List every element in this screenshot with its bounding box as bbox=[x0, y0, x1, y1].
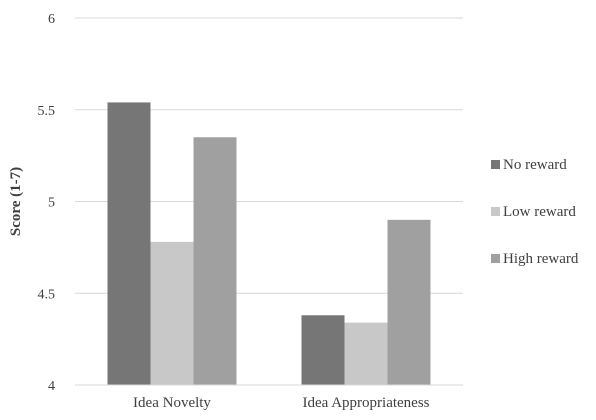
legend-swatch bbox=[491, 160, 500, 169]
legend: No reward Low reward High reward bbox=[491, 157, 579, 267]
bar-low-reward bbox=[344, 322, 388, 385]
y-tick-label: 5 bbox=[48, 196, 55, 211]
bar-low-reward bbox=[150, 241, 194, 385]
bar-no-reward bbox=[301, 315, 345, 385]
x-category-label: Idea Appropriateness bbox=[302, 395, 429, 411]
legend-label: Low reward bbox=[503, 204, 576, 220]
bar-high-reward bbox=[193, 137, 237, 385]
y-tick-label: 6 bbox=[48, 12, 55, 27]
legend-label: No reward bbox=[503, 157, 567, 173]
y-tick-label: 4.5 bbox=[38, 287, 56, 302]
legend-swatch bbox=[491, 254, 500, 263]
legend-label: High reward bbox=[503, 251, 579, 267]
bar-no-reward bbox=[107, 102, 151, 385]
y-axis-label: Score (1-7) bbox=[8, 167, 24, 236]
y-tick-label: 4 bbox=[48, 379, 55, 394]
x-axis-categories: Idea Novelty Idea Appropriateness bbox=[133, 395, 430, 411]
legend-swatch bbox=[491, 207, 500, 216]
x-category-label: Idea Novelty bbox=[133, 395, 211, 411]
bar-high-reward bbox=[387, 219, 431, 385]
y-tick-label: 5.5 bbox=[38, 104, 56, 119]
bars bbox=[107, 102, 431, 385]
y-axis-ticks: 4 4.5 5 5.5 6 bbox=[38, 12, 56, 394]
